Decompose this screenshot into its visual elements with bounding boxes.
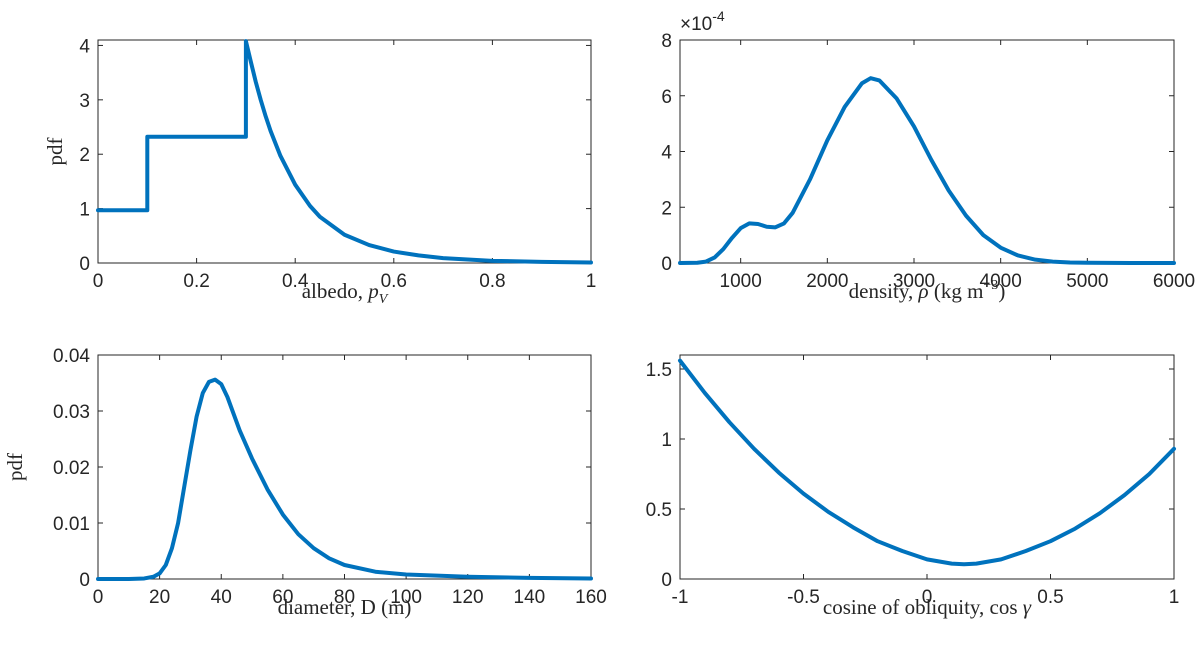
x-tick-label: 0.5 [1037,587,1063,608]
x-tick-label: 0 [922,587,933,608]
y-tick-label: 2 [661,198,672,219]
x-axis-label: diameter, D (m) [278,595,412,619]
exponent-power: -4 [712,8,725,24]
x-tick-label: 0.2 [183,271,209,292]
x-axis-label-part: cosine of obliquity, cos [823,595,1023,619]
x-tick-label: 60 [272,587,293,608]
x-tick-label: 120 [452,587,484,608]
y-tick-label: 3 [79,91,90,112]
y-tick-label: 0.04 [53,346,90,367]
x-tick-label: 140 [514,587,546,608]
x-tick-label: 2000 [806,271,848,292]
x-tick-label: 0 [93,587,104,608]
x-axis-label-symbol: p [366,279,379,303]
x-axis-label-part: diameter, D (m) [278,595,412,619]
y-tick-label: 1 [79,200,90,221]
y-tick-label: 0 [79,570,90,591]
x-tick-label: 0.4 [282,271,309,292]
y-tick-label: 0 [661,570,672,591]
chart-panel-2: 1000 2000 3000 4000 5000 6000 0 2 4 6 8 density, ρ … [661,8,1195,303]
x-tick-label: 0.8 [479,271,505,292]
y-tick-label: 4 [79,36,90,57]
x-tick-label: 3000 [893,271,935,292]
x-tick-label: 20 [149,587,170,608]
x-axis-label: albedo, pV [302,279,389,307]
x-tick-label: 1 [1169,587,1180,608]
y-tick-label: 0.01 [53,514,90,535]
x-axis-label-superscript: −3 [983,278,998,293]
x-tick-label: 0 [93,271,104,292]
x-tick-label: 4000 [980,271,1022,292]
x-tick-label: 40 [211,587,232,608]
series-line-1 [678,358,1176,567]
y-axis-label: pdf [3,453,27,481]
y-tick-label: 2 [79,145,90,166]
x-axis-label-subscript: V [379,292,389,307]
x-tick-label: -1 [672,587,689,608]
y-tick-label: 6 [661,87,672,108]
x-tick-label: 80 [334,587,355,608]
y-tick-label: 0 [661,254,672,275]
x-axis-label-symbol: γ [1023,595,1032,619]
x-axis-label: cosine of obliquity, cos γ [823,595,1032,619]
x-axis-label-part: density, [849,279,919,303]
x-axis-label-symbol: ρ [917,279,928,303]
x-axis-label-part: (kg m [929,279,984,303]
x-tick-label: 1000 [720,271,762,292]
axis-exponent-label: ×10-4 [680,8,725,35]
y-tick-label: 1.5 [646,360,672,381]
chart-panel-4: -1 -0.5 0 0.5 1 0 0.5 1 1.5 cosine of obliquity, … [646,354,1180,619]
chart-panel-3: 0 20 40 60 80 100 120 140 160 0 0.01 0.02 0.03 0.04 pd… [3,346,607,619]
x-tick-label: -0.5 [787,587,820,608]
axes-box [679,354,1175,580]
x-tick-label: 1 [586,271,597,292]
y-tick-label: 0.5 [646,500,672,521]
axes-box [97,39,592,264]
x-axis-label-part: ) [998,279,1005,303]
chart-panel-1: 0 0.2 0.4 0.6 0.8 1 0 1 2 3 4 pdf albedo, pV [43,36,596,307]
y-tick-label: 1 [661,430,672,451]
x-tick-label: 100 [390,587,422,608]
y-tick-label: 8 [661,31,672,52]
x-axis-label: density, ρ (kg m−3) [849,278,1006,303]
x-tick-label: 5000 [1066,271,1108,292]
y-tick-label: 4 [661,143,672,164]
y-tick-label: 0.03 [53,402,90,423]
y-tick-label: 0 [79,254,90,275]
x-axis-label-part: albedo, [302,279,368,303]
x-tick-label: 0.6 [381,271,407,292]
x-tick-label: 6000 [1153,271,1195,292]
series-line-1 [678,76,1176,265]
x-tick-label: 160 [575,587,607,608]
series-line-1 [96,377,593,581]
exponent-base: ×10 [680,14,712,35]
y-tick-label: 0.02 [53,458,90,479]
series-line-1 [96,39,593,265]
y-axis-label: pdf [43,138,67,166]
